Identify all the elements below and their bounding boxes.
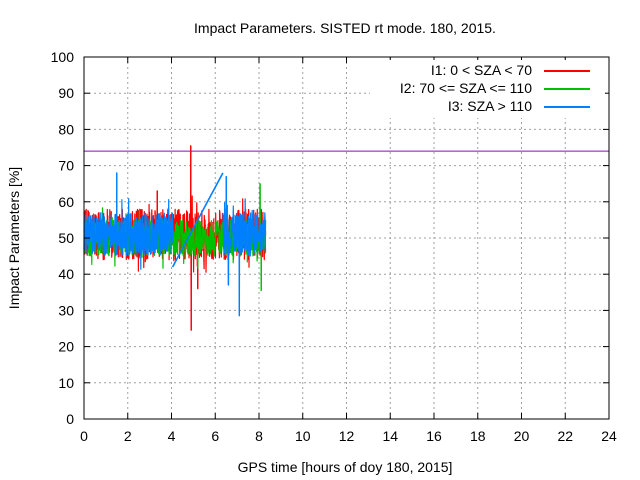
- x-tick-label: 0: [80, 428, 88, 444]
- legend-label-i3: I3: SZA > 110: [448, 98, 532, 114]
- x-tick-label: 24: [601, 428, 617, 444]
- y-axis-label: Impact Parameters [%]: [6, 167, 22, 309]
- y-tick-label: 10: [58, 375, 74, 391]
- y-tick-label: 20: [58, 339, 74, 355]
- y-tick-labels: 0 10 20 30 40 50 60 70 80 90 100: [51, 49, 75, 427]
- legend: I1: 0 < SZA < 70 I2: 70 <= SZA <= 110 I3…: [370, 60, 605, 118]
- y-tick-label: 100: [51, 49, 75, 65]
- x-tick-labels: 0 2 4 6 8 10 12 14 16 18 20 22 24: [80, 428, 617, 444]
- series-lines: [83, 145, 267, 331]
- series-3: [83, 172, 267, 317]
- x-tick-label: 16: [426, 428, 442, 444]
- x-tick-label: 10: [295, 428, 311, 444]
- x-tick-label: 8: [255, 428, 263, 444]
- x-axis-label: GPS time [hours of doy 180, 2015]: [238, 459, 453, 475]
- legend-label-i2: I2: 70 <= SZA <= 110: [400, 80, 532, 96]
- legend-label-i1: I1: 0 < SZA < 70: [431, 62, 532, 78]
- y-tick-label: 0: [66, 411, 74, 427]
- series-line: [222, 175, 267, 317]
- x-tick-label: 22: [557, 428, 573, 444]
- x-tick-label: 18: [470, 428, 486, 444]
- x-tick-label: 12: [339, 428, 355, 444]
- y-tick-label: 40: [58, 266, 74, 282]
- x-tick-label: 2: [124, 428, 132, 444]
- x-tick-label: 14: [382, 428, 398, 444]
- y-tick-label: 90: [58, 85, 74, 101]
- chart-title: Impact Parameters. SISTED rt mode. 180, …: [194, 20, 496, 36]
- y-tick-label: 30: [58, 302, 74, 318]
- y-tick-label: 60: [58, 194, 74, 210]
- x-tick-label: 4: [168, 428, 176, 444]
- y-tick-label: 70: [58, 158, 74, 174]
- x-tick-label: 6: [211, 428, 219, 444]
- x-tick-label: 20: [514, 428, 530, 444]
- series-line: [83, 172, 174, 270]
- series-gap-connector: [171, 172, 224, 268]
- y-tick-label: 50: [58, 230, 74, 246]
- y-tick-label: 80: [58, 121, 74, 137]
